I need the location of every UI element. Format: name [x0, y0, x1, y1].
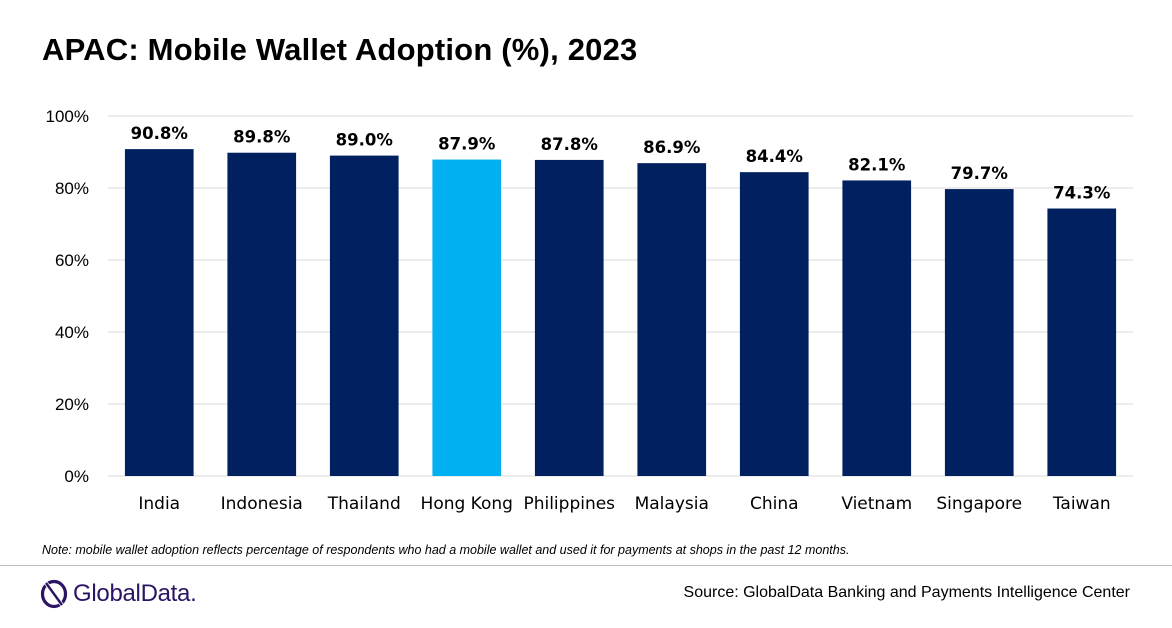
- x-tick-label: Hong Kong: [421, 494, 513, 514]
- x-tick-label: India: [138, 494, 180, 514]
- chart-note: Note: mobile wallet adoption reflects pe…: [42, 543, 850, 557]
- bar-taiwan: [1047, 208, 1117, 476]
- x-axis-ticks: India Indonesia Thailand Hong Kong Philippin…: [138, 494, 1110, 514]
- data-label: 89.8%: [233, 128, 291, 147]
- data-label: 84.4%: [746, 147, 804, 166]
- data-label: 86.9%: [643, 138, 701, 157]
- footer-divider: [0, 565, 1172, 566]
- y-tick-label: 0%: [64, 467, 89, 486]
- x-tick-label: Indonesia: [221, 494, 303, 514]
- bar-philippines: [534, 159, 604, 477]
- bar-malaysia: [637, 163, 707, 476]
- bar-chart: 0% 20% 40% 60% 80% 100% 90.8% 89.8% 89.0% 87.9% 8…: [46, 107, 1133, 514]
- globaldata-logo-icon: [40, 579, 68, 609]
- x-tick-label: Thailand: [327, 494, 401, 514]
- data-label: 87.9%: [438, 135, 496, 154]
- source-text: Source: GlobalData Banking and Payments …: [683, 584, 1130, 601]
- bar-singapore: [944, 189, 1014, 476]
- logo-text: GlobalData.: [73, 580, 197, 607]
- y-axis-ticks: 0% 20% 40% 60% 80% 100%: [46, 107, 89, 486]
- y-tick-label: 40%: [55, 323, 89, 342]
- x-tick-label: Malaysia: [635, 494, 709, 514]
- data-labels: 90.8% 89.8% 89.0% 87.9% 87.8% 86.9% 84.4% 82.1%…: [131, 124, 1111, 202]
- x-tick-label: China: [750, 494, 799, 514]
- bar-indonesia: [227, 152, 297, 476]
- x-tick-label: Taiwan: [1052, 494, 1111, 514]
- bars: [124, 149, 1117, 477]
- y-tick-label: 60%: [55, 251, 89, 270]
- bar-india: [124, 149, 194, 476]
- bar-vietnam: [842, 180, 912, 476]
- chart-title: APAC: Mobile Wallet Adoption (%), 2023: [42, 32, 638, 67]
- x-tick-label: Philippines: [523, 494, 615, 514]
- bar-hong-kong: [432, 159, 502, 476]
- y-tick-label: 100%: [46, 107, 89, 126]
- data-label: 89.0%: [336, 131, 394, 150]
- bar-china: [739, 172, 809, 476]
- globaldata-logo: GlobalData.: [40, 579, 197, 609]
- bar-thailand: [329, 155, 399, 476]
- x-tick-label: Singapore: [936, 494, 1022, 514]
- y-tick-label: 80%: [55, 179, 89, 198]
- data-label: 90.8%: [131, 124, 189, 143]
- data-label: 87.8%: [541, 135, 599, 154]
- data-label: 79.7%: [951, 164, 1009, 183]
- x-tick-label: Vietnam: [841, 494, 912, 514]
- data-label: 74.3%: [1053, 184, 1111, 203]
- y-tick-label: 20%: [55, 395, 89, 414]
- data-label: 82.1%: [848, 155, 906, 174]
